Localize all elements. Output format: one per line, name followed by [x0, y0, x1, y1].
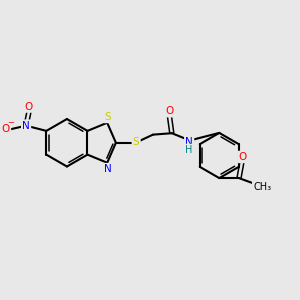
Text: O: O	[25, 101, 33, 112]
Text: N: N	[22, 121, 30, 131]
Text: O: O	[238, 152, 247, 162]
Text: −: −	[8, 118, 14, 127]
Text: CH₃: CH₃	[253, 182, 271, 192]
Text: S: S	[133, 136, 140, 147]
Text: O: O	[2, 124, 10, 134]
Text: O: O	[165, 106, 174, 116]
Text: N: N	[104, 164, 112, 174]
Text: N: N	[185, 137, 193, 147]
Text: S: S	[104, 112, 111, 122]
Text: H: H	[185, 145, 193, 155]
